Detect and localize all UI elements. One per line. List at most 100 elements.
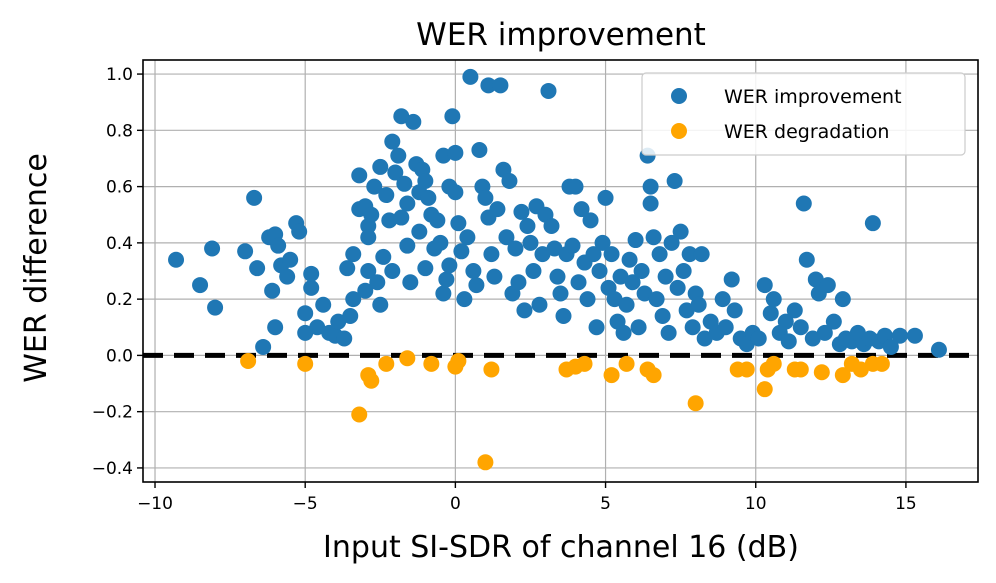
data-point-improvement [378,187,395,204]
data-point-improvement [891,327,908,344]
x-tick-label: 0 [450,494,461,514]
data-point-degradation [240,353,257,370]
data-point-improvement [297,324,314,341]
data-point-improvement [360,263,377,279]
data-point-improvement [447,184,464,201]
data-point-improvement [618,296,635,313]
data-point-improvement [345,291,362,308]
data-point-improvement [714,291,731,308]
data-point-improvement [582,212,599,229]
data-point-improvement [483,246,500,263]
data-point-improvement [549,268,566,285]
y-tick-label: 0.0 [106,346,133,366]
data-point-improvement [477,189,494,206]
data-point-degradation [351,406,368,423]
data-point-improvement [336,330,353,347]
data-point-improvement [279,268,296,285]
data-point-improvement [384,263,401,279]
data-point-improvement [360,229,377,246]
y-tick-label: 0.8 [106,121,133,141]
data-point-degradation [483,361,500,378]
data-point-degradation [765,355,782,372]
data-point-improvement [717,319,734,336]
data-point-improvement [579,291,596,308]
data-point-degradation [378,355,395,372]
data-point-improvement [930,341,947,358]
data-point-improvement [297,305,314,322]
data-point-improvement [798,251,815,268]
data-point-improvement [834,291,851,308]
y-tick-label: −0.2 [92,403,133,423]
data-point-degradation [834,367,851,384]
data-point-improvement [516,302,533,319]
data-point-improvement [531,296,548,313]
data-point-improvement [372,158,389,175]
x-tick-label: 10 [745,494,767,514]
data-point-degradation [873,355,890,372]
data-point-improvement [669,279,686,296]
x-tick-label: 15 [895,494,917,514]
x-tick-label: 5 [600,494,611,514]
data-point-improvement [510,274,527,291]
data-point-improvement [693,246,710,263]
data-point-improvement [399,237,416,254]
data-point-improvement [723,271,740,288]
data-point-improvement [594,234,611,251]
x-tick-label: −5 [293,494,318,514]
data-point-improvement [393,108,410,125]
y-tick-label: 0.2 [106,290,133,310]
data-point-improvement [816,324,833,341]
data-point-improvement [435,285,452,302]
data-point-improvement [726,302,743,319]
data-point-improvement [489,201,506,218]
data-point-improvement [330,313,347,330]
data-point-improvement [309,319,326,336]
data-point-improvement [804,330,821,347]
data-point-improvement [246,189,263,206]
data-point-improvement [777,313,794,330]
data-point-improvement [825,313,842,330]
data-point-improvement [411,223,428,240]
data-point-improvement [627,232,644,249]
data-point-degradation [852,361,869,378]
data-point-improvement [468,277,485,294]
data-point-improvement [573,201,590,218]
x-axis-title: Input SI-SDR of channel 16 (dB) [323,530,799,565]
data-point-improvement [906,327,923,344]
data-point-improvement [417,172,434,189]
data-point-improvement [765,291,782,308]
data-point-improvement [819,277,836,294]
data-point-improvement [291,223,308,240]
data-point-improvement [384,133,401,150]
data-point-improvement [546,240,563,257]
data-point-improvement [501,172,518,189]
data-point-improvement [684,319,701,336]
data-point-improvement [255,338,272,355]
y-tick-label: 0.6 [106,178,133,198]
data-point-degradation [477,454,494,471]
data-point-improvement [762,305,779,322]
legend-label-improvement: WER improvement [724,86,902,108]
data-point-improvement [492,77,509,94]
data-point-improvement [339,260,356,277]
data-point-improvement [591,263,608,279]
data-point-improvement [654,308,671,325]
data-point-improvement [615,324,632,341]
data-point-improvement [387,164,404,181]
plot-frame [142,59,979,483]
data-point-improvement [459,229,476,246]
data-point-improvement [606,291,623,308]
data-point-improvement [357,282,374,299]
data-point-improvement [399,195,416,212]
data-point-improvement [345,246,362,263]
data-point-improvement [432,234,449,251]
data-point-improvement [438,271,455,288]
data-point-improvement [315,296,332,313]
data-point-improvement [168,251,185,268]
data-point-improvement [381,212,398,229]
data-point-improvement [672,223,689,240]
data-point-improvement [603,246,620,263]
data-point-improvement [621,251,638,268]
data-point-improvement [270,237,287,254]
